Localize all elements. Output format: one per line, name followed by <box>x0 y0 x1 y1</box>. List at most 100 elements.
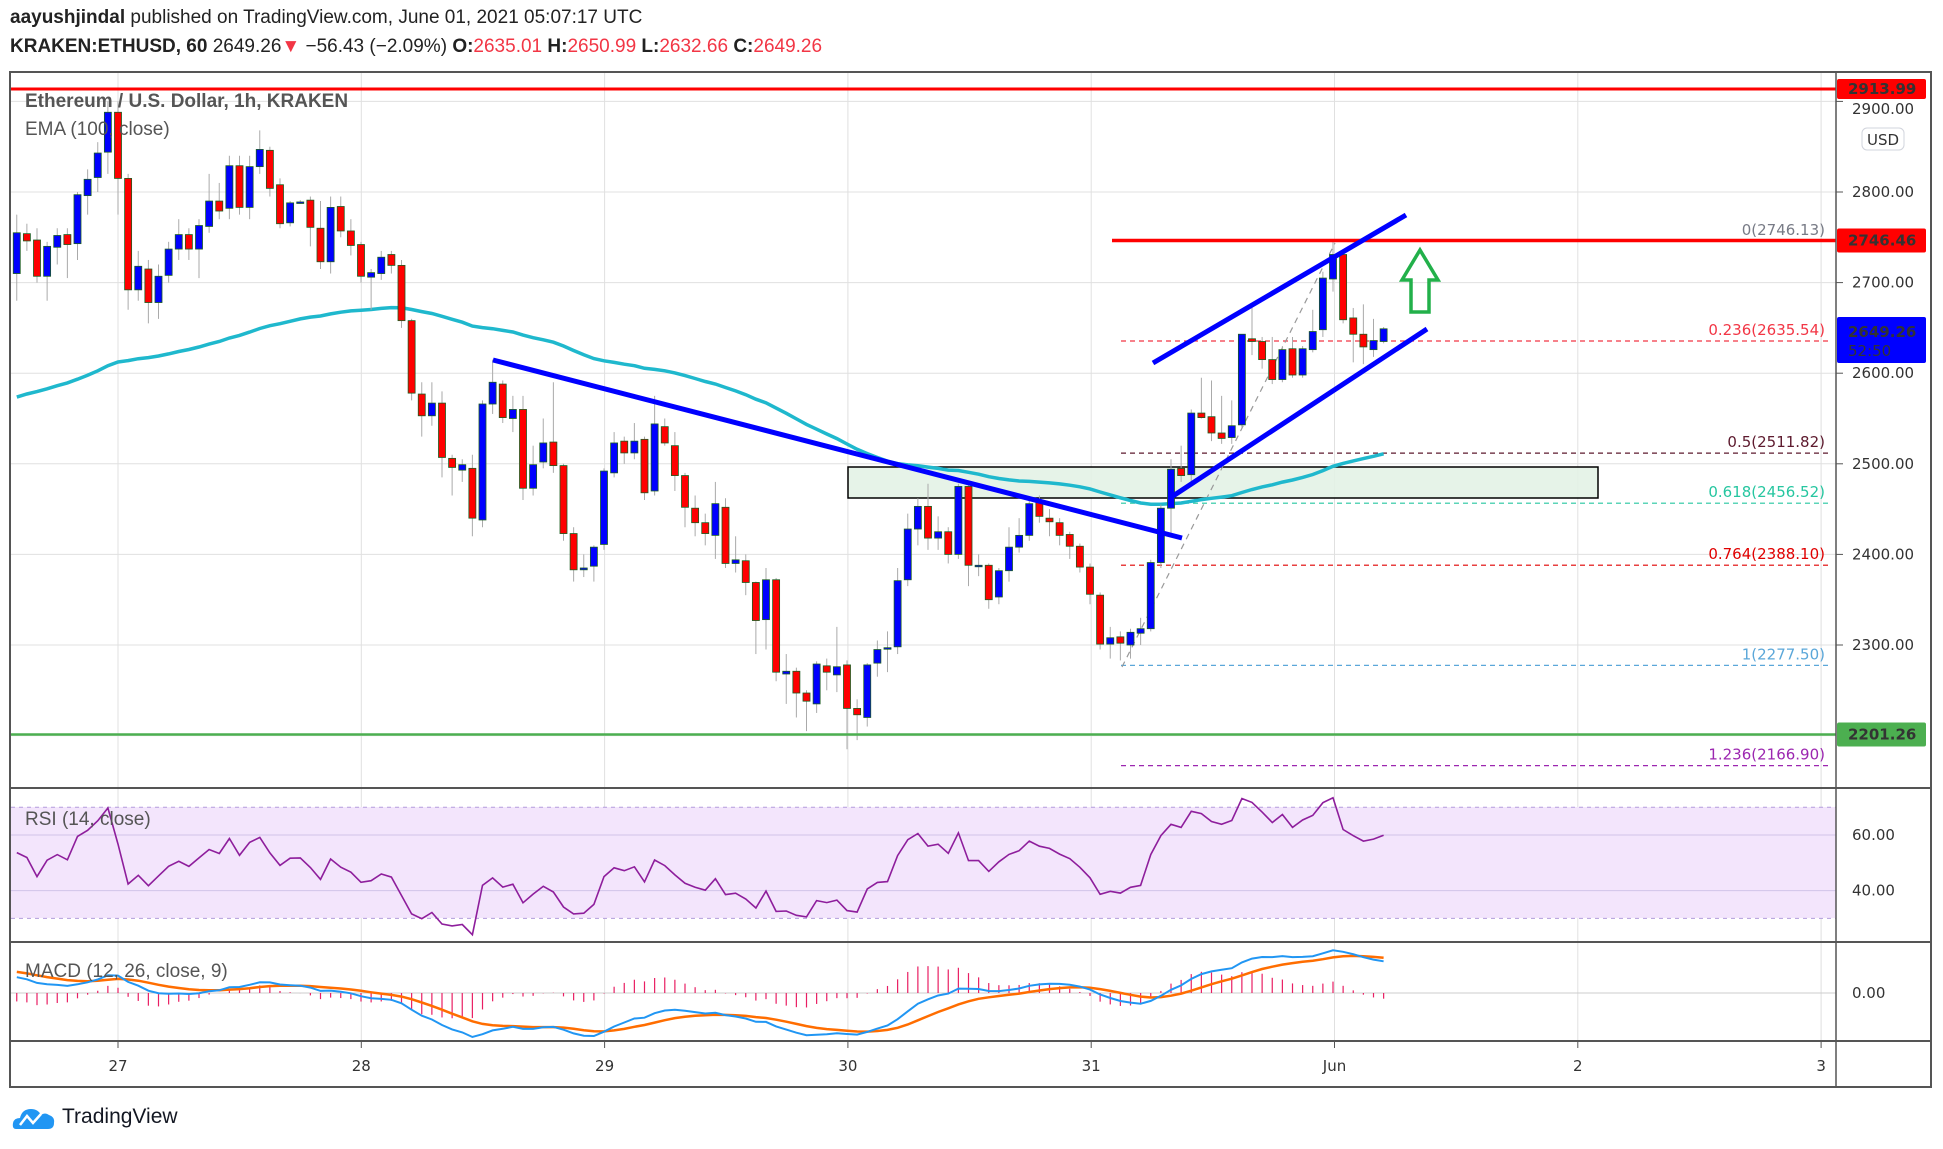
price-tick-label: 2800.00 <box>1852 183 1914 201</box>
price-tick-label: 2700.00 <box>1852 274 1914 292</box>
candle-body <box>539 442 548 463</box>
candle-body <box>1187 412 1196 476</box>
bearish-candle <box>114 101 122 215</box>
bullish-candle <box>73 192 82 260</box>
bullish-candle <box>53 228 62 265</box>
up-arrow-icon[interactable] <box>1398 246 1442 314</box>
candle-body <box>579 567 588 571</box>
ema-100-line <box>16 305 1385 507</box>
candle-body <box>22 233 31 242</box>
bullish-candle <box>458 459 467 482</box>
bearish-candle <box>124 173 133 310</box>
rsi-legend[interactable]: RSI (14, close) <box>25 809 151 830</box>
bearish-candle <box>559 463 568 541</box>
candles <box>12 101 1388 750</box>
support-price-marker: 2201.26 <box>1837 722 1926 747</box>
bearish-candle <box>1086 563 1094 605</box>
candle-body <box>296 201 305 204</box>
candle-body <box>1167 468 1175 509</box>
bearish-candle <box>438 391 446 478</box>
time-tick-label: 28 <box>352 1057 371 1075</box>
candle-body <box>12 232 21 274</box>
bearish-candle <box>215 182 224 220</box>
candle-body <box>1025 503 1034 536</box>
bearish-candle <box>357 241 365 283</box>
candle-body <box>1045 517 1054 523</box>
candle-body <box>984 564 993 601</box>
bearish-candle <box>22 223 31 251</box>
fib-level-label: 0.5(2511.82) <box>1727 433 1825 451</box>
bearish-candle <box>63 228 72 279</box>
bullish-candle <box>367 269 376 310</box>
candle-body <box>215 200 224 212</box>
candle-body <box>83 178 92 197</box>
bullish-candle <box>1126 628 1135 659</box>
bearish-candle <box>691 495 700 537</box>
low-label: L: <box>641 36 660 57</box>
channel-upper-line[interactable] <box>1151 212 1408 366</box>
symbol-info: KRAKEN:ETHUSD, 60 2649.26▼ −56.43 (−2.09… <box>10 36 822 58</box>
bearish-candle <box>772 577 781 682</box>
currency-badge[interactable]: USD <box>1861 127 1905 151</box>
price-tick-label: 2900.00 <box>1852 100 1914 118</box>
ema-legend[interactable]: EMA (100, close) <box>25 119 170 140</box>
price-axis-bg[interactable] <box>1837 73 1930 1086</box>
candle-body <box>1146 562 1155 630</box>
candle-body <box>944 531 953 555</box>
candle-body <box>1268 359 1277 380</box>
time-tick-label: 31 <box>1082 1057 1101 1075</box>
tradingview-wordmark: TradingView <box>62 1105 178 1128</box>
bullish-candle <box>377 250 386 280</box>
fib-level-label: 1.236(2166.90) <box>1708 746 1825 764</box>
rsi-tick-label: 60.00 <box>1852 826 1895 844</box>
bullish-candle <box>1146 559 1155 632</box>
bearish-candle <box>184 228 193 260</box>
bullish-candle <box>154 264 163 319</box>
fib-level-label: 0.618(2456.52) <box>1708 483 1825 501</box>
macd-indicator <box>16 949 1385 1039</box>
candle-body <box>792 670 801 694</box>
candle-body <box>772 579 781 673</box>
candle-body <box>589 546 598 567</box>
bullish-candle <box>731 536 740 573</box>
candle-body <box>93 152 102 178</box>
candle-body <box>357 244 365 277</box>
bearish-trendline[interactable] <box>492 357 1183 541</box>
tradingview-logo[interactable]: TradingView <box>12 1104 178 1130</box>
bullish-candle <box>1369 318 1378 357</box>
candle-body <box>326 207 335 263</box>
bullish-candle <box>1136 617 1145 645</box>
support-price-marker-bg <box>1837 722 1926 747</box>
candle-body <box>488 381 497 405</box>
candle-body <box>863 664 872 718</box>
candle-body <box>407 320 416 394</box>
candle-body <box>1207 416 1216 434</box>
bearish-candle <box>306 196 315 247</box>
candle-body <box>448 457 457 468</box>
time-tick-label: 29 <box>595 1057 614 1075</box>
author-name[interactable]: aayushjindal <box>10 7 126 28</box>
candle-body <box>205 200 214 227</box>
candle-body <box>812 663 821 705</box>
candle-body <box>964 486 973 566</box>
candle-body <box>741 560 750 583</box>
candle-body <box>458 464 467 471</box>
candle-body <box>994 570 1003 598</box>
macd-legend[interactable]: MACD (12, 26, close, 9) <box>25 961 228 982</box>
fib-level-label: 0.764(2388.10) <box>1708 545 1825 563</box>
bearish-candle <box>468 454 477 537</box>
rsi-tick-label: 40.00 <box>1852 882 1895 900</box>
bullish-candle <box>630 423 639 460</box>
channel-lower-line[interactable] <box>1171 326 1429 499</box>
candle-body <box>620 440 629 454</box>
candle-body <box>144 268 153 303</box>
ema-line <box>16 305 1385 507</box>
bullish-candle <box>43 241 52 301</box>
candle-body <box>600 470 608 545</box>
bearish-candle <box>407 318 416 401</box>
bullish-candle <box>903 513 912 587</box>
bearish-candle <box>741 554 750 596</box>
candle-body <box>1369 340 1378 351</box>
candle-body <box>306 199 315 228</box>
